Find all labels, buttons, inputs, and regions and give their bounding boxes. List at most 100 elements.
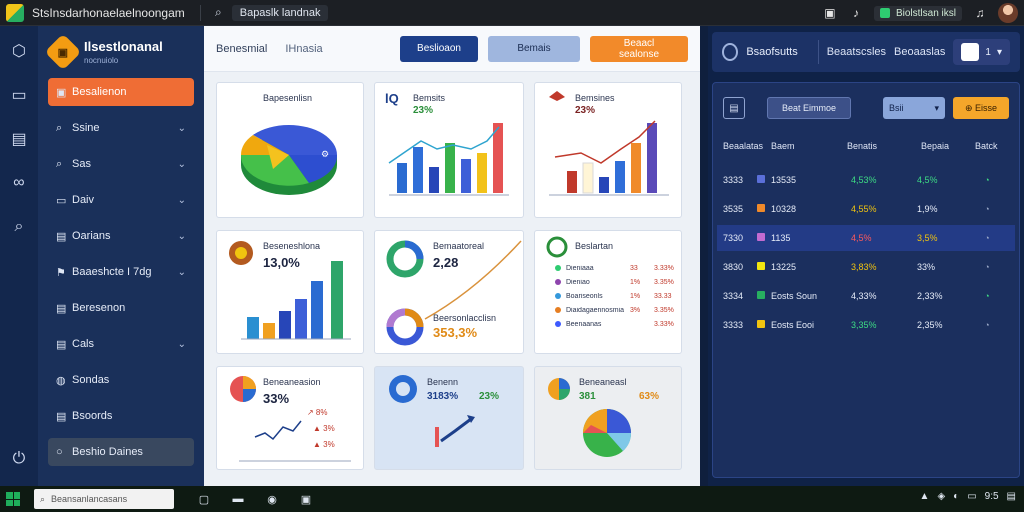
sidebar-item-label: Bsoords (72, 410, 113, 422)
table-row[interactable]: 3830 13225 3,83% 33% ◔ (717, 254, 1015, 280)
column-header[interactable]: Batck (975, 141, 998, 151)
legend-label: Boariseonls (566, 292, 603, 300)
search-icon: ⌕ (40, 493, 46, 504)
battery-icon[interactable]: ▭ (967, 491, 977, 502)
volume-icon[interactable]: ◐ (953, 491, 960, 502)
network-icon[interactable]: ◈ (937, 491, 946, 502)
search-icon[interactable]: ⌕ (215, 5, 222, 19)
search-icon[interactable]: ⌕ (14, 218, 24, 235)
sidebar-item-flag[interactable]: ⚑ Baaeshcte I 7dg ⌄ (48, 258, 194, 286)
sidebar-item-label: Cals (72, 338, 95, 350)
doc-icon: ▤ (56, 302, 67, 315)
taskbar-search[interactable]: ⌕ Beansanlancasans (34, 489, 174, 509)
column-header[interactable]: Bepaia (921, 141, 950, 151)
cell-id: 3333 (723, 175, 744, 185)
widget-title: Beneaneasl (579, 377, 627, 387)
status-icon[interactable]: ◔ (984, 320, 990, 330)
sidebar-item-home[interactable]: ▣ Besalienon (48, 78, 194, 106)
sidebar-item-cals[interactable]: ▤ Cals ⌄ (48, 330, 194, 358)
tab-details[interactable]: Beoaaslas (894, 46, 946, 58)
sidebar-item-label: Sas (72, 158, 91, 170)
secondary-button[interactable]: Bemais (488, 35, 580, 62)
widget-pie[interactable]: Bapesenlisn ⚙ (216, 82, 364, 218)
filter-input[interactable]: Beat Eimmoe (767, 97, 851, 119)
widget-mini-line[interactable]: Beneaneasion 33% ↗ 8% ▲ 3% ▲ 3% (216, 366, 364, 470)
sidebar-item-sas[interactable]: ⌕ Sas ⌄ (48, 150, 194, 178)
legend-item: Beenaanas 3.33% (555, 317, 677, 331)
select-dropdown[interactable]: Bsii ▾ (883, 97, 945, 119)
table-toolbar: ▤ Beat Eimmoe Bsii ▾ ⊕ Eisse (723, 95, 1009, 121)
cell-name: 13535 (771, 175, 797, 185)
user-menu[interactable]: 1 ▾ (953, 39, 1010, 65)
color-swatch-icon (757, 175, 771, 185)
table-row[interactable]: 3333 Eosts Eooi 3,35% 2,35% ◔ (717, 312, 1015, 338)
donut-charts (386, 240, 522, 346)
widget-bar-line-blue[interactable]: Bemsits 23% lQ (374, 82, 524, 218)
task-view-icon[interactable]: ▢ (198, 493, 210, 506)
status-pill[interactable]: Biolstlsan iksl (873, 5, 962, 21)
widget-value: 381 (579, 391, 596, 402)
widget-pie-small[interactable]: Beneaneasl 381 63% (534, 366, 682, 470)
link-icon[interactable]: ∞ (13, 174, 25, 191)
table-row[interactable]: 3334 Eosts Soun 4,33% 2,33% ◔ (717, 283, 1015, 309)
action-button[interactable]: ⊕ Eisse (953, 97, 1009, 119)
column-header[interactable]: Baem (771, 141, 795, 151)
sidebar-item-search[interactable]: ⌕ Ssine ⌄ (48, 114, 194, 142)
accent-button[interactable]: Beaacl sealonse (590, 35, 688, 62)
avatar[interactable] (998, 3, 1018, 23)
browser-icon[interactable]: ◉ (267, 493, 277, 506)
widget-bar-line-red[interactable]: Bemsines 23% (534, 82, 682, 218)
status-icon[interactable]: ◔ (984, 262, 990, 272)
status-icon[interactable]: ◔ (984, 233, 990, 243)
widget-trend[interactable]: Benenn 3183% 23% (374, 366, 524, 470)
breadcrumb[interactable]: Benesmial (216, 42, 268, 55)
status-icon[interactable]: ◔ (984, 291, 990, 301)
table-header: Beaalatas Baem Benatis Bepaia Batck (723, 141, 1009, 157)
chevron-down-icon: ▾ (996, 46, 1002, 58)
hexagon-icon[interactable]: ⬡ (12, 43, 26, 60)
title-tab[interactable]: Bapaslk landnak (231, 4, 329, 21)
sidebar-item-beresenon[interactable]: ▤ Beresenon (48, 294, 194, 322)
lock-icon[interactable]: ▣ (824, 6, 836, 20)
bell-icon[interactable]: ♫ (975, 6, 985, 20)
status-icon[interactable]: ◔ (984, 175, 990, 185)
filter-icon[interactable]: ▤ (723, 97, 745, 119)
store-icon[interactable]: ▣ (300, 493, 312, 506)
bell-icon[interactable]: ♪ (852, 6, 859, 20)
status-icon[interactable]: ◔ (984, 204, 990, 214)
sidebar-item-footer[interactable]: ○ Beshio Daines (48, 438, 194, 466)
sidebar-item-oarians[interactable]: ▤ Oarians ⌄ (48, 222, 194, 250)
sidebar-item-label: Daiv (72, 194, 95, 206)
widget-legend-list[interactable]: Beslartan Dieniaaa 33 3.33% Dieniao 1% 3.35% B… (534, 230, 682, 354)
cell-id: 7330 (723, 233, 744, 243)
sidebar-item-daiv[interactable]: ▭ Daiv ⌄ (48, 186, 194, 214)
power-icon[interactable]: ⏻ (12, 450, 26, 467)
search-icon: ⌕ (56, 121, 63, 134)
column-header[interactable]: Beaalatas (723, 141, 764, 151)
svg-text:▲ 3%: ▲ 3% (313, 424, 335, 433)
legend-value-2: 3.35% (654, 278, 674, 286)
sidebar-item-sondas[interactable]: ◍ Sondas (48, 366, 194, 394)
table-row[interactable]: 3535 10328 4,55% 1,9% ◔ (717, 196, 1015, 222)
widget-value: 3183% (427, 391, 459, 402)
tab-stats[interactable]: Beaatscsles (826, 46, 887, 58)
widget-donuts[interactable]: Bemaatoreal 2,28 Beersonlacclisn 353,3% (374, 230, 524, 354)
cell-value-a: 4,55% (851, 204, 877, 214)
primary-button[interactable]: Beslioaon (400, 35, 478, 62)
svg-text:↗ 8%: ↗ 8% (307, 408, 328, 417)
widget-bar-growth[interactable]: Beseneshlona 13,0% (216, 230, 364, 354)
cell-value-b: 33% (917, 262, 936, 272)
book-icon[interactable]: ▭ (11, 87, 27, 104)
cell-id: 3333 (723, 320, 744, 330)
color-swatch-icon (757, 233, 771, 243)
file-explorer-icon[interactable]: ▬ (232, 493, 244, 505)
table-row[interactable]: 7330 1135 4,5% 3,5% ◔ (717, 225, 1015, 251)
chevron-up-icon[interactable]: ▲ (919, 491, 930, 502)
table-row[interactable]: 3333 13535 4,53% 4,5% ◔ (717, 167, 1015, 193)
column-header[interactable]: Benatis (847, 141, 878, 151)
sidebar-item-bsoords[interactable]: ▤ Bsoords (48, 402, 194, 430)
notification-icon[interactable]: ▤ (1006, 491, 1016, 502)
doc-icon: ▤ (56, 410, 67, 423)
chart-icon[interactable]: ▤ (11, 131, 27, 148)
start-button[interactable] (6, 492, 20, 506)
